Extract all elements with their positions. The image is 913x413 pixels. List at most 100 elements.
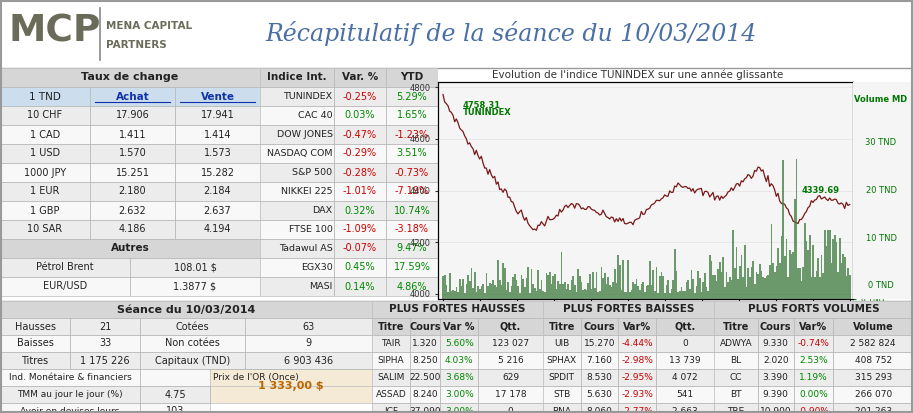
Bar — [410, 386, 440, 403]
Bar — [575, 292, 577, 299]
Bar — [440, 335, 478, 352]
Text: 1.65%: 1.65% — [396, 111, 427, 121]
Bar — [834, 386, 913, 403]
Bar — [718, 269, 719, 299]
Bar — [260, 106, 334, 125]
Bar — [0, 106, 90, 125]
Text: 10.74%: 10.74% — [394, 206, 430, 216]
Bar — [714, 369, 758, 386]
Bar — [832, 239, 834, 299]
Bar — [656, 386, 714, 403]
Bar — [175, 201, 260, 220]
Bar — [334, 144, 386, 163]
Bar — [476, 292, 477, 299]
Bar — [716, 281, 718, 299]
Bar — [260, 239, 334, 258]
Bar — [0, 335, 70, 352]
Bar — [0, 318, 70, 335]
Bar — [641, 284, 642, 299]
Bar — [775, 266, 777, 299]
Bar — [386, 144, 438, 163]
Bar — [454, 290, 456, 299]
Text: 5 216: 5 216 — [498, 356, 523, 365]
Text: CAC 40: CAC 40 — [298, 111, 332, 120]
Bar — [772, 263, 774, 299]
Bar — [440, 369, 478, 386]
Bar — [834, 403, 913, 413]
Bar — [694, 293, 696, 299]
Bar — [440, 403, 478, 413]
Bar — [618, 403, 656, 413]
Text: 1.19%: 1.19% — [799, 373, 828, 382]
Bar — [834, 386, 913, 403]
Text: 8.530: 8.530 — [586, 373, 613, 382]
Bar — [714, 318, 758, 335]
Text: TUNINDEX: TUNINDEX — [283, 92, 332, 101]
Bar — [175, 220, 260, 239]
Bar — [569, 290, 571, 299]
Bar — [619, 265, 621, 299]
Bar — [795, 159, 797, 299]
Bar — [642, 282, 644, 299]
Bar — [543, 318, 581, 335]
Bar — [0, 386, 140, 403]
Bar — [746, 287, 747, 299]
Bar — [679, 291, 680, 299]
Text: 6 903 436: 6 903 436 — [284, 356, 333, 366]
Bar — [581, 369, 618, 386]
Bar — [260, 125, 334, 144]
Bar — [792, 252, 793, 299]
Text: 7.160: 7.160 — [586, 356, 613, 365]
Bar — [0, 144, 90, 163]
Bar — [714, 403, 758, 413]
Bar — [334, 163, 386, 182]
Bar — [656, 369, 714, 386]
Text: Var%: Var% — [623, 321, 651, 332]
Text: 2 663: 2 663 — [672, 407, 698, 413]
Bar — [0, 87, 90, 106]
Bar — [334, 258, 386, 277]
Bar — [260, 68, 334, 87]
Bar — [747, 268, 749, 299]
Text: 408 752: 408 752 — [855, 356, 892, 365]
Text: Prix de l'OR (Once): Prix de l'OR (Once) — [213, 373, 299, 382]
Text: Pétrol Brent: Pétrol Brent — [37, 263, 94, 273]
Text: 1 175 226: 1 175 226 — [80, 356, 130, 366]
Bar — [0, 352, 70, 369]
Bar — [0, 301, 372, 318]
Bar — [484, 293, 486, 299]
Bar — [543, 352, 581, 369]
Bar — [797, 268, 799, 299]
Text: TUNINDEX: TUNINDEX — [463, 108, 512, 117]
Bar — [440, 352, 478, 369]
Bar — [372, 403, 410, 413]
Bar — [543, 301, 714, 318]
Text: 103: 103 — [166, 406, 184, 413]
Bar — [758, 335, 793, 352]
Text: PLUS FORTES BAISSES: PLUS FORTES BAISSES — [562, 304, 694, 315]
Bar — [490, 285, 492, 299]
Bar — [464, 293, 466, 299]
Bar — [758, 318, 793, 335]
Bar — [386, 220, 438, 239]
Text: DAX: DAX — [312, 206, 332, 215]
Bar — [260, 182, 334, 201]
Bar — [758, 386, 793, 403]
Bar — [0, 239, 260, 258]
Bar — [0, 352, 70, 369]
Text: 10 CHF: 10 CHF — [27, 111, 63, 121]
Bar — [334, 87, 386, 106]
Bar — [682, 292, 684, 299]
Bar — [334, 201, 386, 220]
Bar — [386, 163, 438, 182]
Bar — [410, 403, 440, 413]
Text: Hausses: Hausses — [15, 321, 56, 332]
Bar — [829, 230, 831, 299]
Bar — [714, 335, 758, 352]
Bar — [260, 87, 334, 106]
Bar — [581, 318, 618, 335]
Bar — [754, 284, 755, 299]
Bar — [90, 106, 175, 125]
Bar — [729, 277, 730, 299]
Bar — [787, 277, 789, 299]
